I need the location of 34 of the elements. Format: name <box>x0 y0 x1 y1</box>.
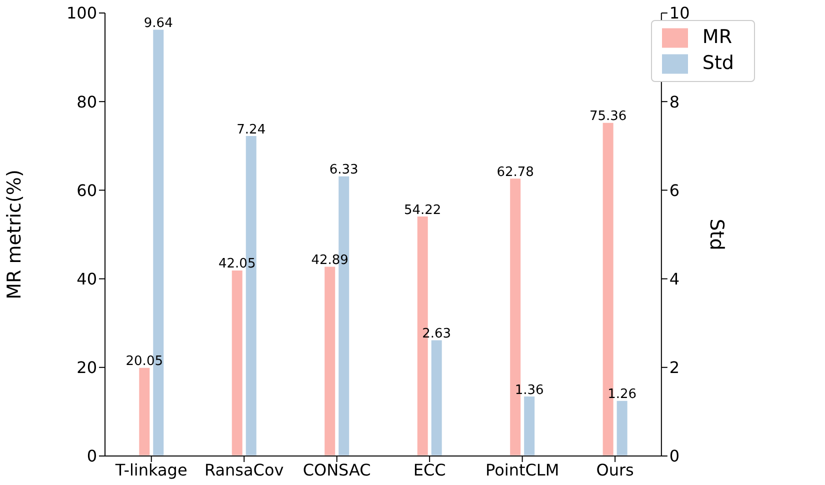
x-tick-label: ECC <box>413 460 446 480</box>
y-axis-title: MR metric(%) <box>4 170 26 300</box>
x-tick-label: PointCLM <box>486 460 560 480</box>
data-label: 20.05 <box>126 354 163 370</box>
y2-axis-title: Std <box>706 218 728 250</box>
data-label: 1.26 <box>608 387 637 402</box>
y-tick-label: 20 <box>76 358 97 378</box>
y-tick-label: 100 <box>66 4 97 23</box>
y-tick-label: 80 <box>76 92 97 112</box>
y2-tick-label: 2 <box>669 358 680 378</box>
y2-tick-label: 8 <box>669 92 680 112</box>
y-tick-label: 40 <box>76 269 97 288</box>
y-tick-label: 0 <box>86 446 97 466</box>
data-label: 42.05 <box>218 256 256 272</box>
x-tick-label: Ours <box>596 460 634 480</box>
data-label: 75.36 <box>589 109 627 124</box>
data-label: 7.24 <box>236 122 266 138</box>
legend-label: Std <box>701 52 734 74</box>
data-label: 9.64 <box>144 16 173 31</box>
legend-label: MR <box>701 26 732 48</box>
data-label: 1.36 <box>514 382 544 398</box>
y2-tick-label: 10 <box>669 4 690 23</box>
x-tick-label: RansaCov <box>204 460 284 480</box>
y-tick-label: 60 <box>76 180 97 200</box>
x-tick-label: T-linkage <box>114 460 188 480</box>
y2-tick-label: 6 <box>669 180 680 200</box>
x-tick-label: CONSAC <box>302 460 371 480</box>
data-label: 62.78 <box>496 164 534 180</box>
y2-tick-label: 0 <box>669 446 680 466</box>
data-label: 6.33 <box>329 162 358 178</box>
data-label: 54.22 <box>404 202 442 218</box>
y2-tick-label: 4 <box>669 269 680 288</box>
data-label: 2.63 <box>422 326 452 342</box>
data-label: 42.89 <box>311 252 348 268</box>
